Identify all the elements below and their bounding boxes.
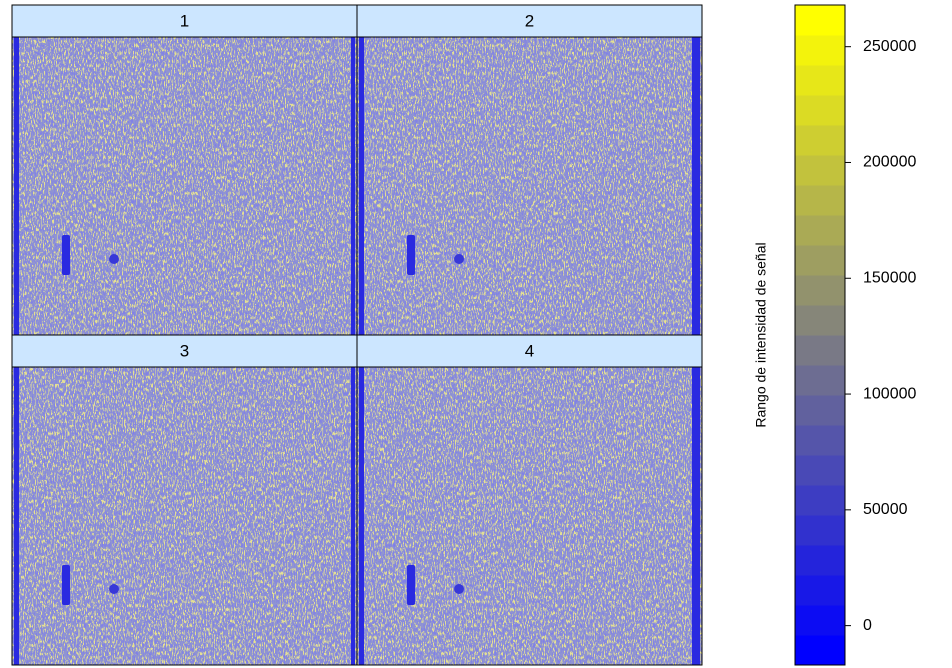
colorbar-band (795, 515, 845, 546)
chip-spot (454, 584, 464, 594)
colorbar-band (795, 545, 845, 576)
chip-edge (692, 367, 700, 665)
colorbar-band (795, 425, 845, 456)
colorbar-band (795, 575, 845, 606)
chip-image (12, 367, 357, 665)
chip-spot (407, 565, 415, 605)
colorbar-band (795, 215, 845, 246)
colorbar-band (795, 35, 845, 66)
colorbar-tick-label: 100000 (863, 385, 916, 402)
chip-spot (454, 254, 464, 264)
chip-edge (351, 37, 355, 335)
colorbar-band (795, 335, 845, 366)
colorbar-band (795, 485, 845, 516)
colorbar-band (795, 185, 845, 216)
colorbar-band (795, 155, 845, 186)
chip-spot (109, 254, 119, 264)
colorbar-border (794, 4, 846, 666)
strip (356, 4, 703, 38)
strip-label: 3 (180, 341, 189, 360)
colorbar-band (795, 635, 845, 666)
colorbar-band (795, 95, 845, 126)
chip-spot (62, 235, 70, 275)
colorbar-tick-label: 0 (863, 617, 872, 634)
chip-edge (14, 367, 19, 665)
colorbar-tick-label: 50000 (863, 501, 908, 518)
colorbar-band (795, 395, 845, 426)
colorbar-band (795, 365, 845, 396)
chip-image (357, 367, 702, 665)
chip-edge (351, 367, 355, 665)
chip-image (12, 37, 357, 335)
chip-edge (359, 367, 364, 665)
colorbar-tick-label: 150000 (863, 269, 916, 286)
colorbar-band (795, 605, 845, 636)
panel-border (356, 366, 703, 666)
chip-spot (62, 565, 70, 605)
colorbar: 0 50000 100000 150000 200000 250000 (794, 4, 916, 666)
colorbar-tick-label: 200000 (863, 154, 916, 171)
colorbar-band (795, 65, 845, 96)
chip-edge (14, 37, 19, 335)
colorbar-band (795, 275, 845, 306)
strip (11, 334, 358, 368)
colorbar-label: Rango de intensidad de señal (753, 242, 769, 427)
strip (11, 4, 358, 38)
colorbar-band (795, 455, 845, 486)
strip-label: 2 (525, 11, 534, 30)
chip-edge (359, 37, 364, 335)
strip (356, 334, 703, 368)
colorbar-tick-label: 250000 (863, 38, 916, 55)
colorbar-band (795, 125, 845, 156)
panels: 1 2 3 4 (11, 4, 703, 666)
chip-spot (109, 584, 119, 594)
chip-spot (407, 235, 415, 275)
strip-label: 4 (525, 341, 534, 360)
colorbar-band (795, 5, 845, 36)
chip-image (357, 37, 702, 335)
colorbar-band (795, 305, 845, 336)
chip-edge (692, 37, 700, 335)
colorbar-band (795, 245, 845, 276)
strip-label: 1 (180, 11, 189, 30)
